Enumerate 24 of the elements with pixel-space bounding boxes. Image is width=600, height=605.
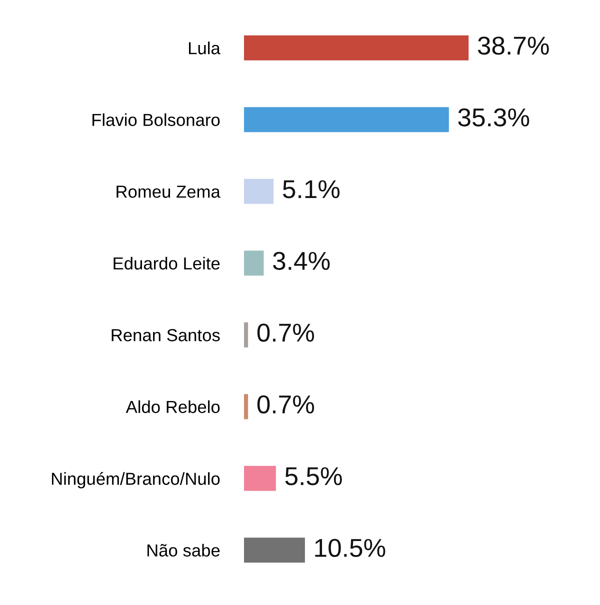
bar bbox=[244, 538, 305, 563]
y-tick-label: Lula bbox=[188, 42, 220, 54]
y-tick-label: Renan Santos bbox=[112, 329, 220, 342]
bar bbox=[244, 394, 248, 420]
data-label: 5.1% bbox=[282, 180, 340, 198]
bar bbox=[244, 178, 274, 204]
data-label: 0.7% bbox=[257, 324, 314, 342]
y-tick-label: Não sabe bbox=[148, 544, 220, 557]
y-tick-label: Aldo Rebelo bbox=[126, 400, 220, 414]
data-label: 5.5% bbox=[285, 467, 342, 486]
data-label: 38.7% bbox=[478, 36, 549, 55]
y-tick-label: Eduardo Leite bbox=[114, 256, 220, 270]
data-label: 10.5% bbox=[315, 538, 386, 558]
data-label: 3.4% bbox=[273, 252, 330, 270]
bar bbox=[244, 107, 449, 132]
bar bbox=[244, 466, 276, 491]
data-label: 0.7% bbox=[257, 395, 314, 414]
data-label: 35.3% bbox=[458, 108, 530, 127]
y-tick-label: Romeu Zema bbox=[116, 186, 220, 198]
y-tick-label: Flavio Bolsonaro bbox=[92, 113, 220, 126]
bar bbox=[244, 35, 469, 60]
y-tick-label: Ninguém/Branco/Nulo bbox=[52, 472, 220, 488]
bar bbox=[244, 322, 248, 348]
bar bbox=[244, 250, 264, 276]
